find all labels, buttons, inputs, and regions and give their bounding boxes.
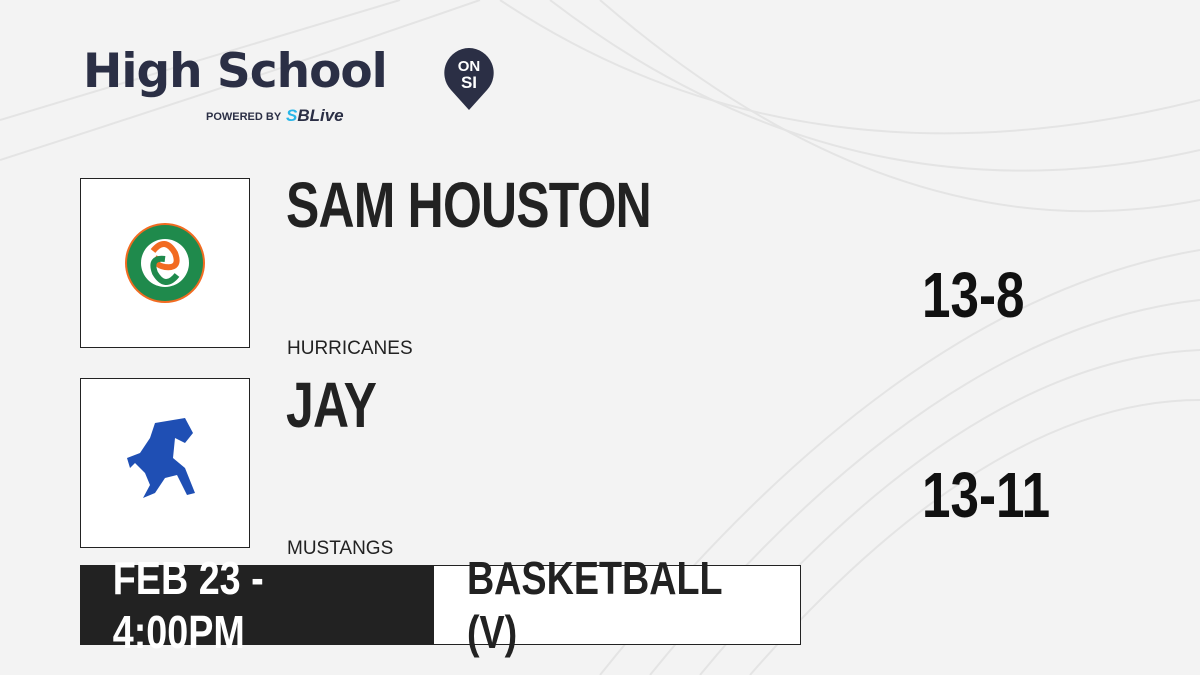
hurricane-logo-icon xyxy=(125,223,205,303)
home-team-logo xyxy=(80,178,250,348)
powered-by-label: POWERED BY xyxy=(206,111,282,123)
game-datetime: FEB 23 - 4:00PM xyxy=(81,552,434,658)
game-sport: BASKETBALL (V) xyxy=(434,552,800,658)
home-team-name: SAM HOUSTON xyxy=(286,169,652,241)
svg-text:SI: SI xyxy=(461,73,477,92)
mustang-logo-icon xyxy=(127,418,195,498)
game-info-bar: FEB 23 - 4:00PM BASKETBALL (V) xyxy=(80,552,801,658)
home-team-mascot: HURRICANES xyxy=(287,338,413,359)
away-team-logo xyxy=(80,378,250,548)
svg-text:ON: ON xyxy=(458,58,481,75)
away-team-record: 13-11 xyxy=(922,459,1051,531)
sblive-logo: SBLive xyxy=(286,106,344,125)
site-logo-text: High School xyxy=(83,44,388,99)
away-team-name: JAY xyxy=(286,369,377,441)
on-si-pin-icon: ON SI xyxy=(444,48,494,110)
away-team-mascot: MUSTANGS xyxy=(287,538,394,559)
home-team-record: 13-8 xyxy=(922,259,1025,331)
